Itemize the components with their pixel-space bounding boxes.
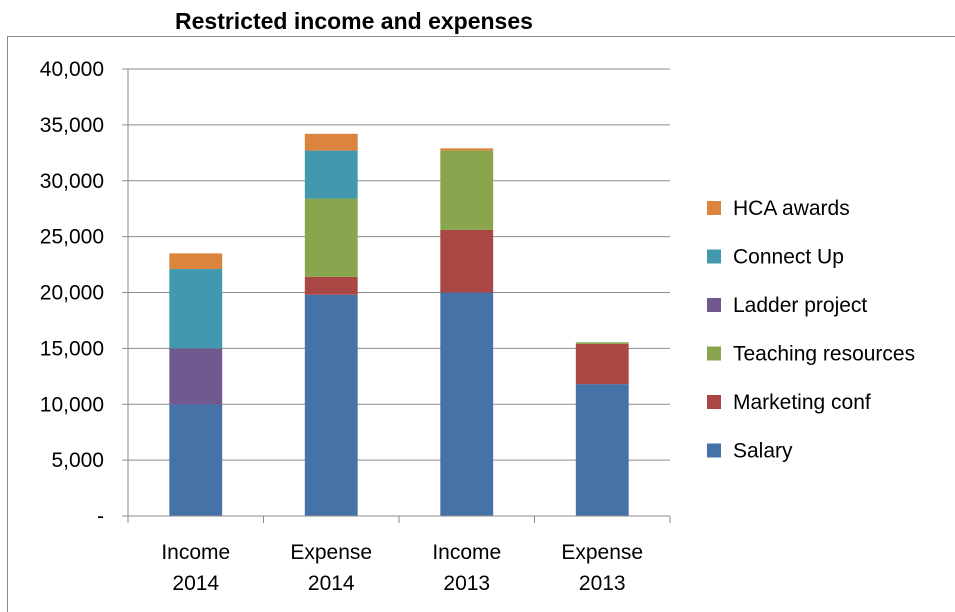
bar-segment bbox=[440, 148, 494, 151]
x-tick-label: 2013 bbox=[579, 572, 626, 595]
x-tick-label: 2014 bbox=[308, 572, 355, 595]
bar-segment bbox=[575, 384, 629, 516]
bar-segment bbox=[575, 342, 629, 344]
y-tick-label: 25,000 bbox=[40, 226, 104, 249]
bar-segment bbox=[169, 269, 223, 349]
legend-swatch bbox=[707, 346, 721, 361]
legend-label: Connect Up bbox=[733, 246, 844, 269]
bar-segment bbox=[440, 229, 494, 293]
legend-swatch bbox=[707, 201, 721, 215]
y-tick-label: 10,000 bbox=[40, 393, 104, 416]
bar-segment bbox=[304, 198, 358, 277]
legend-swatch bbox=[707, 249, 721, 264]
x-tick-label: Expense bbox=[290, 541, 372, 564]
bar-segment bbox=[440, 150, 494, 230]
y-tick-label: 5,000 bbox=[51, 449, 104, 472]
y-tick-label: 35,000 bbox=[40, 114, 104, 137]
bar-segment bbox=[575, 343, 629, 385]
legend-swatch bbox=[707, 443, 721, 458]
legend-label: Teaching resources bbox=[733, 343, 915, 366]
bar-segment bbox=[169, 253, 223, 270]
legend-swatch bbox=[707, 298, 721, 312]
legend-label: HCA awards bbox=[733, 197, 850, 220]
bar-segment bbox=[169, 348, 223, 405]
legend-label: Ladder project bbox=[733, 294, 867, 317]
bar-segment bbox=[304, 294, 358, 516]
bar-segment bbox=[304, 150, 358, 199]
chart-frame-top-border bbox=[7, 36, 955, 37]
y-tick-label: 30,000 bbox=[40, 170, 104, 193]
legend: HCA awards Connect Up Ladder project Teachi… bbox=[707, 197, 915, 463]
x-tick-label: 2014 bbox=[172, 572, 219, 595]
axes: - 5,000 10,000 15,000 20,000 25,000 30,000 35,0… bbox=[40, 58, 671, 595]
x-tick-label: 2013 bbox=[443, 572, 490, 595]
x-tick-label: Income bbox=[161, 541, 230, 564]
x-tick-label: Expense bbox=[561, 541, 643, 564]
legend-swatch bbox=[707, 395, 721, 409]
bars bbox=[169, 133, 629, 516]
x-tick-label: Income bbox=[432, 541, 501, 564]
legend-label: Marketing conf bbox=[733, 391, 871, 414]
bar-segment bbox=[169, 404, 223, 516]
y-tick-label: 15,000 bbox=[40, 337, 104, 360]
bar-segment bbox=[304, 133, 358, 151]
bar-segment bbox=[440, 292, 494, 516]
chart-title: Restricted income and expenses bbox=[175, 8, 533, 34]
y-tick-label: 40,000 bbox=[40, 58, 104, 81]
legend-label: Salary bbox=[733, 440, 793, 463]
y-tick-label: - bbox=[97, 505, 104, 528]
bar-segment bbox=[304, 276, 358, 295]
y-tick-label: 20,000 bbox=[40, 282, 104, 305]
chart-frame-left-border bbox=[7, 36, 8, 612]
